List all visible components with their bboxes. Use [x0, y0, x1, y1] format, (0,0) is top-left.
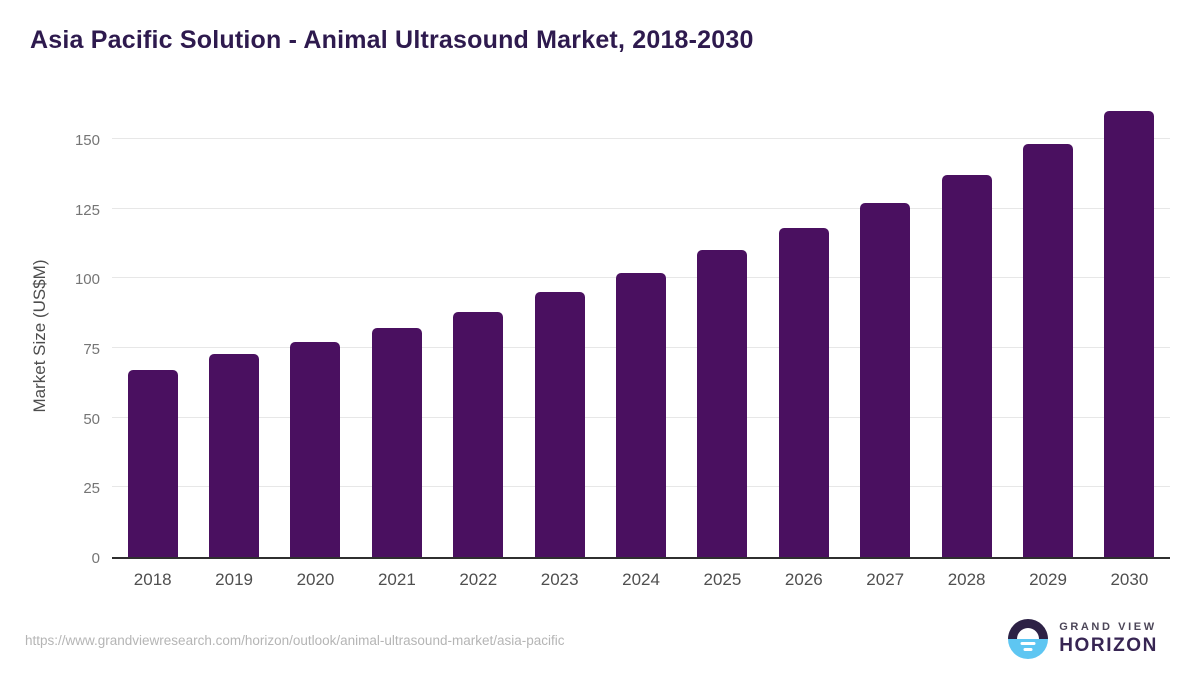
logo-text-grand-view: GRAND VIEW	[1059, 621, 1157, 633]
x-tick-label-2030: 2030	[1110, 570, 1149, 589]
y-tick-label-25: 25	[83, 480, 100, 498]
horizon-sun-icon	[1008, 619, 1049, 659]
gridline-125	[112, 207, 1170, 209]
y-tick-label-150: 150	[74, 131, 100, 149]
y-tick-label-100: 100	[74, 271, 100, 289]
plot-area	[112, 111, 1170, 559]
y-axis-tick-labels: 0 25 50 75 100 125 150	[0, 113, 100, 566]
y-tick-label-75: 75	[83, 340, 100, 358]
y-tick-label-125: 125	[74, 201, 100, 219]
x-tick-label-2024: 2024	[622, 570, 660, 589]
bar-slot-2021	[356, 113, 437, 557]
x-tick-label-2022: 2022	[459, 570, 498, 589]
logo-sun-dome	[1017, 628, 1040, 639]
source-url: https://www.grandviewresearch.com/horizo…	[25, 633, 565, 648]
bar-2022	[453, 311, 504, 557]
bar-2026	[778, 228, 829, 557]
x-axis-tick-labels: 2018 2019 2020 2021 2022 2023 2024 2025 2026 2027…	[112, 570, 1170, 590]
bar-slot-2027	[845, 113, 926, 557]
bar-2027	[860, 203, 911, 557]
bar-2028	[941, 175, 992, 557]
bar-2030	[1104, 111, 1155, 557]
grandview-horizon-logo: GRAND VIEW HORIZON	[1008, 619, 1158, 659]
page-title: Asia Pacific Solution - Animal Ultrasoun…	[30, 26, 754, 54]
bar-slot-2025	[682, 113, 763, 557]
logo-reflection-line-1	[1020, 642, 1036, 645]
logo-text-horizon: HORIZON	[1059, 635, 1158, 656]
gridline-150	[112, 137, 1170, 139]
y-tick-label-0: 0	[91, 550, 100, 567]
bar-2029	[1022, 144, 1073, 557]
bar-2020	[290, 342, 341, 557]
bar-slot-2023	[519, 113, 600, 557]
bar-slot-2024	[600, 113, 681, 557]
bar-2021	[371, 328, 422, 557]
bar-2019	[209, 353, 260, 557]
bar-slot-2030	[1089, 111, 1170, 557]
x-tick-label-2023: 2023	[540, 570, 579, 589]
bar-2024	[616, 272, 667, 557]
bar-slot-2026	[763, 113, 844, 557]
x-tick-label-2029: 2029	[1029, 570, 1067, 589]
bar-series	[112, 111, 1170, 557]
bar-2025	[697, 250, 748, 557]
bar-slot-2020	[275, 113, 356, 557]
x-tick-label-2020: 2020	[296, 570, 335, 589]
logo-reflection-line-2	[1023, 648, 1033, 651]
bar-slot-2018	[112, 113, 193, 557]
logo-wordmark: GRAND VIEW HORIZON	[1059, 621, 1158, 657]
bar-slot-2028	[926, 113, 1007, 557]
bar-2023	[534, 292, 585, 557]
x-tick-label-2021: 2021	[377, 570, 416, 589]
y-tick-label-50: 50	[83, 410, 100, 428]
bar-2018	[127, 370, 178, 557]
x-tick-label-2019: 2019	[215, 570, 253, 589]
x-tick-label-2026: 2026	[784, 570, 823, 589]
x-tick-label-2028: 2028	[947, 570, 986, 589]
bar-slot-2022	[438, 113, 519, 557]
x-tick-label-2018: 2018	[133, 570, 172, 589]
x-tick-label-2027: 2027	[866, 570, 905, 589]
bar-slot-2019	[193, 113, 274, 557]
bar-slot-2029	[1007, 113, 1088, 557]
x-tick-label-2025: 2025	[703, 570, 742, 589]
